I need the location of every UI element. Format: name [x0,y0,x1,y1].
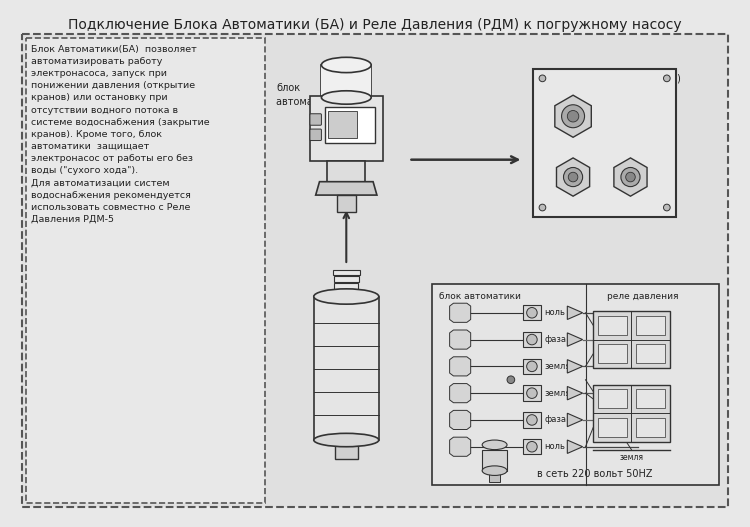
Bar [524,305,541,320]
Bar [593,311,670,368]
Circle shape [526,361,537,372]
Ellipse shape [314,433,379,447]
Polygon shape [567,413,583,427]
Bar [489,471,500,482]
Polygon shape [567,306,583,319]
Bar [524,385,541,401]
Circle shape [539,75,546,82]
Bar [328,111,357,138]
Text: в сеть 220 вольт 50HZ: в сеть 220 вольт 50HZ [537,469,652,479]
Ellipse shape [314,289,379,304]
Bar [314,297,379,440]
Text: земля: земля [544,388,571,398]
Bar [310,95,382,161]
Bar [636,344,665,364]
Ellipse shape [482,440,507,450]
Polygon shape [567,440,583,453]
Text: реле давления: реле давления [608,292,679,301]
Circle shape [563,168,583,187]
Polygon shape [450,330,471,349]
Bar [636,418,665,437]
Ellipse shape [322,91,371,104]
Text: земля: земля [544,362,571,371]
Bar [335,290,358,296]
Text: ноль: ноль [544,442,566,451]
Bar [636,316,665,335]
Text: фаза: фаза [602,424,622,433]
Circle shape [526,308,537,318]
Bar [337,195,356,212]
Text: Блок Автоматики(БА)  позволяет
автоматизировать работу
электронасоса, запуск при: Блок Автоматики(БА) позволяет автоматизи… [31,45,209,224]
Bar [524,412,541,427]
Circle shape [568,172,578,182]
FancyBboxPatch shape [310,129,322,141]
Ellipse shape [322,57,371,73]
Text: Подключение Блока Автоматики (БА) и Реле Давления (РДМ) к погружному насосу: Подключение Блока Автоматики (БА) и Реле… [68,18,682,32]
Circle shape [562,105,584,128]
Bar [334,440,358,459]
Bar [334,283,358,289]
Bar [327,161,365,182]
Polygon shape [567,386,583,400]
Circle shape [664,75,670,82]
Text: фаза: фаза [544,335,566,344]
Bar [524,332,541,347]
Bar [334,277,359,282]
Polygon shape [316,182,377,195]
Bar [598,418,627,437]
Text: фаза: фаза [544,415,566,424]
Bar [333,270,360,276]
Bar [433,284,719,485]
FancyBboxPatch shape [22,34,728,507]
Bar [598,389,627,408]
Text: фаза: фаза [602,395,622,404]
Ellipse shape [482,466,507,475]
Text: блок автоматики: блок автоматики [440,292,521,301]
Bar [598,316,627,335]
Circle shape [626,172,635,182]
Text: блок
автоматики (БА): блок автоматики (БА) [277,83,362,106]
Text: ноль: ноль [641,321,660,330]
Bar [598,344,627,364]
Bar [482,450,507,471]
Polygon shape [567,333,583,346]
Text: ноль: ноль [544,308,566,317]
Polygon shape [450,411,471,430]
Bar [322,65,371,97]
Polygon shape [450,384,471,403]
Text: ноль: ноль [641,350,660,359]
Circle shape [507,376,515,384]
Bar [636,389,665,408]
Circle shape [526,442,537,452]
Text: фаза: фаза [602,350,622,359]
Text: земля: земля [620,453,644,462]
Circle shape [621,168,640,187]
Circle shape [539,204,546,211]
Bar [326,107,375,143]
Polygon shape [450,437,471,456]
Circle shape [526,388,537,398]
Text: реле давления (РДМ): реле давления (РДМ) [572,74,681,84]
FancyBboxPatch shape [26,38,265,503]
Text: ноль: ноль [641,395,660,404]
Circle shape [526,415,537,425]
Polygon shape [567,359,583,373]
Circle shape [567,111,579,122]
Text: ноль: ноль [641,424,660,433]
FancyBboxPatch shape [310,114,322,125]
Polygon shape [450,357,471,376]
Circle shape [526,334,537,345]
Circle shape [664,204,670,211]
Text: фаза: фаза [602,321,622,330]
Polygon shape [450,303,471,323]
Bar [524,439,541,454]
Bar [524,359,541,374]
Bar [533,69,676,217]
Bar [593,385,670,442]
